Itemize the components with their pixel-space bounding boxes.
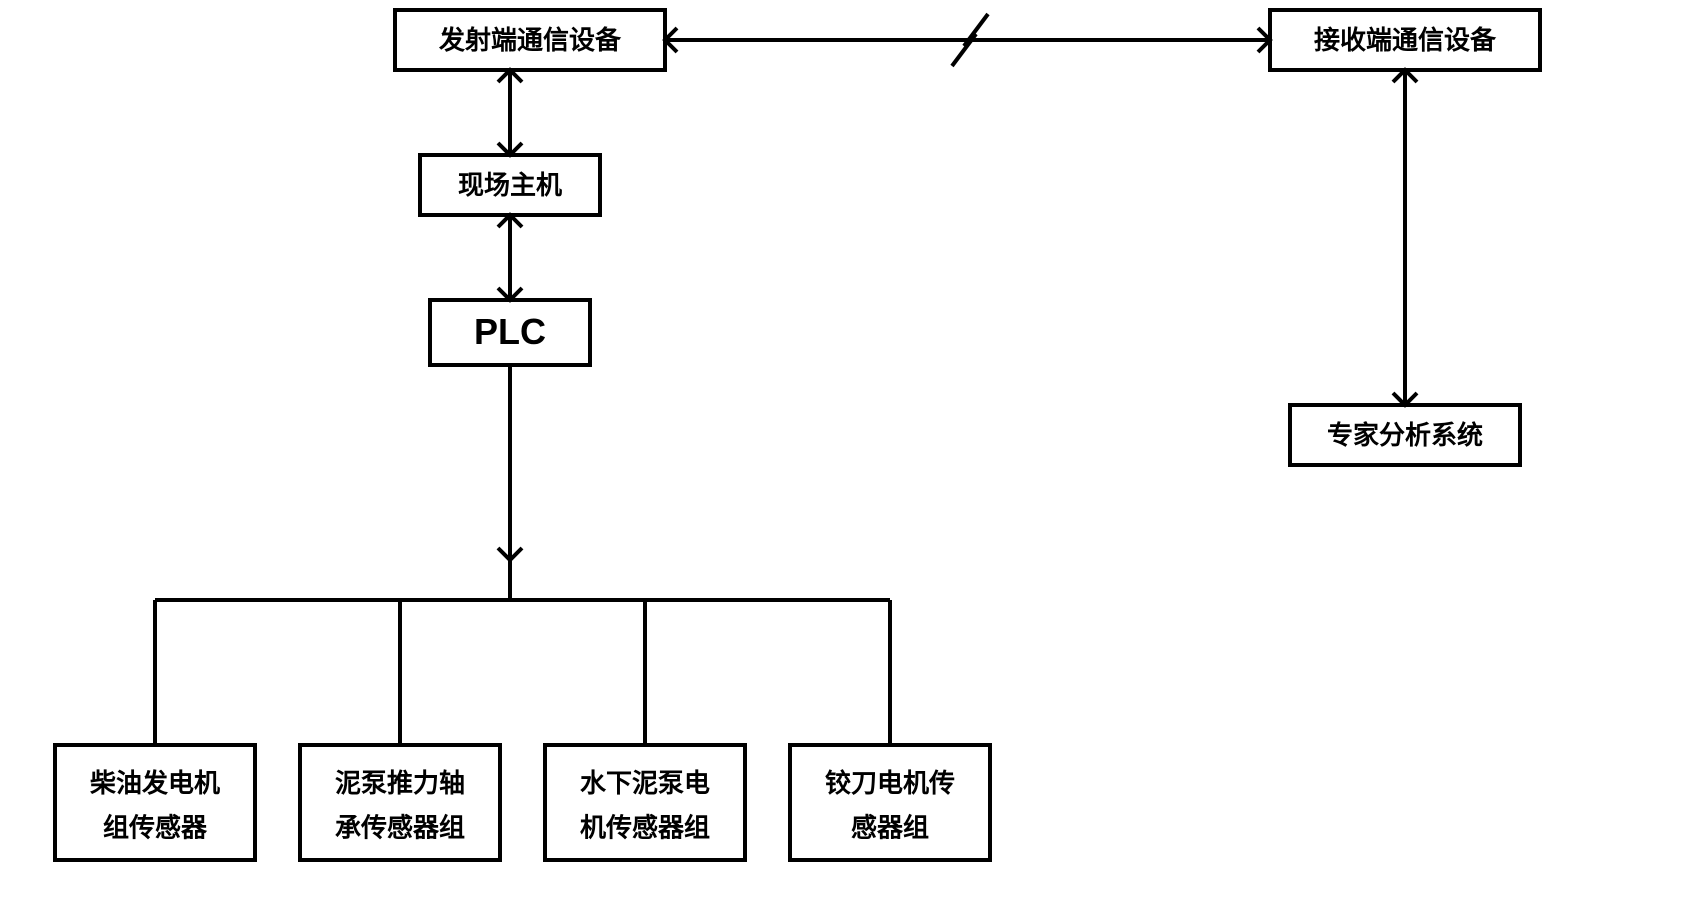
node-sensor-4-label-2: 感器组 [851, 813, 929, 843]
node-sensor-1-label-2: 组传感器 [103, 813, 208, 843]
node-sensor-3-label-2: 机传感器组 [580, 813, 710, 843]
node-sensor-3 [545, 745, 745, 860]
node-plc-label: PLC [474, 311, 546, 352]
node-rx-label: 接收端通信设备 [1314, 25, 1497, 55]
node-sensor-2-label-1: 泥泵推力轴 [335, 768, 465, 798]
node-sensor-2-label-2: 承传感器组 [335, 813, 465, 843]
node-sensor-4 [790, 745, 990, 860]
node-expert-label: 专家分析系统 [1327, 420, 1483, 450]
node-sensor-3-label-1: 水下泥泵电 [580, 768, 710, 798]
node-sensor-4-label-1: 铰刀电机传 [825, 768, 955, 798]
node-sensor-1-label-1: 柴油发电机 [89, 768, 220, 798]
node-tx-label: 发射端通信设备 [438, 25, 622, 55]
node-host-label: 现场主机 [458, 170, 562, 200]
node-sensor-2 [300, 745, 500, 860]
node-sensor-1 [55, 745, 255, 860]
